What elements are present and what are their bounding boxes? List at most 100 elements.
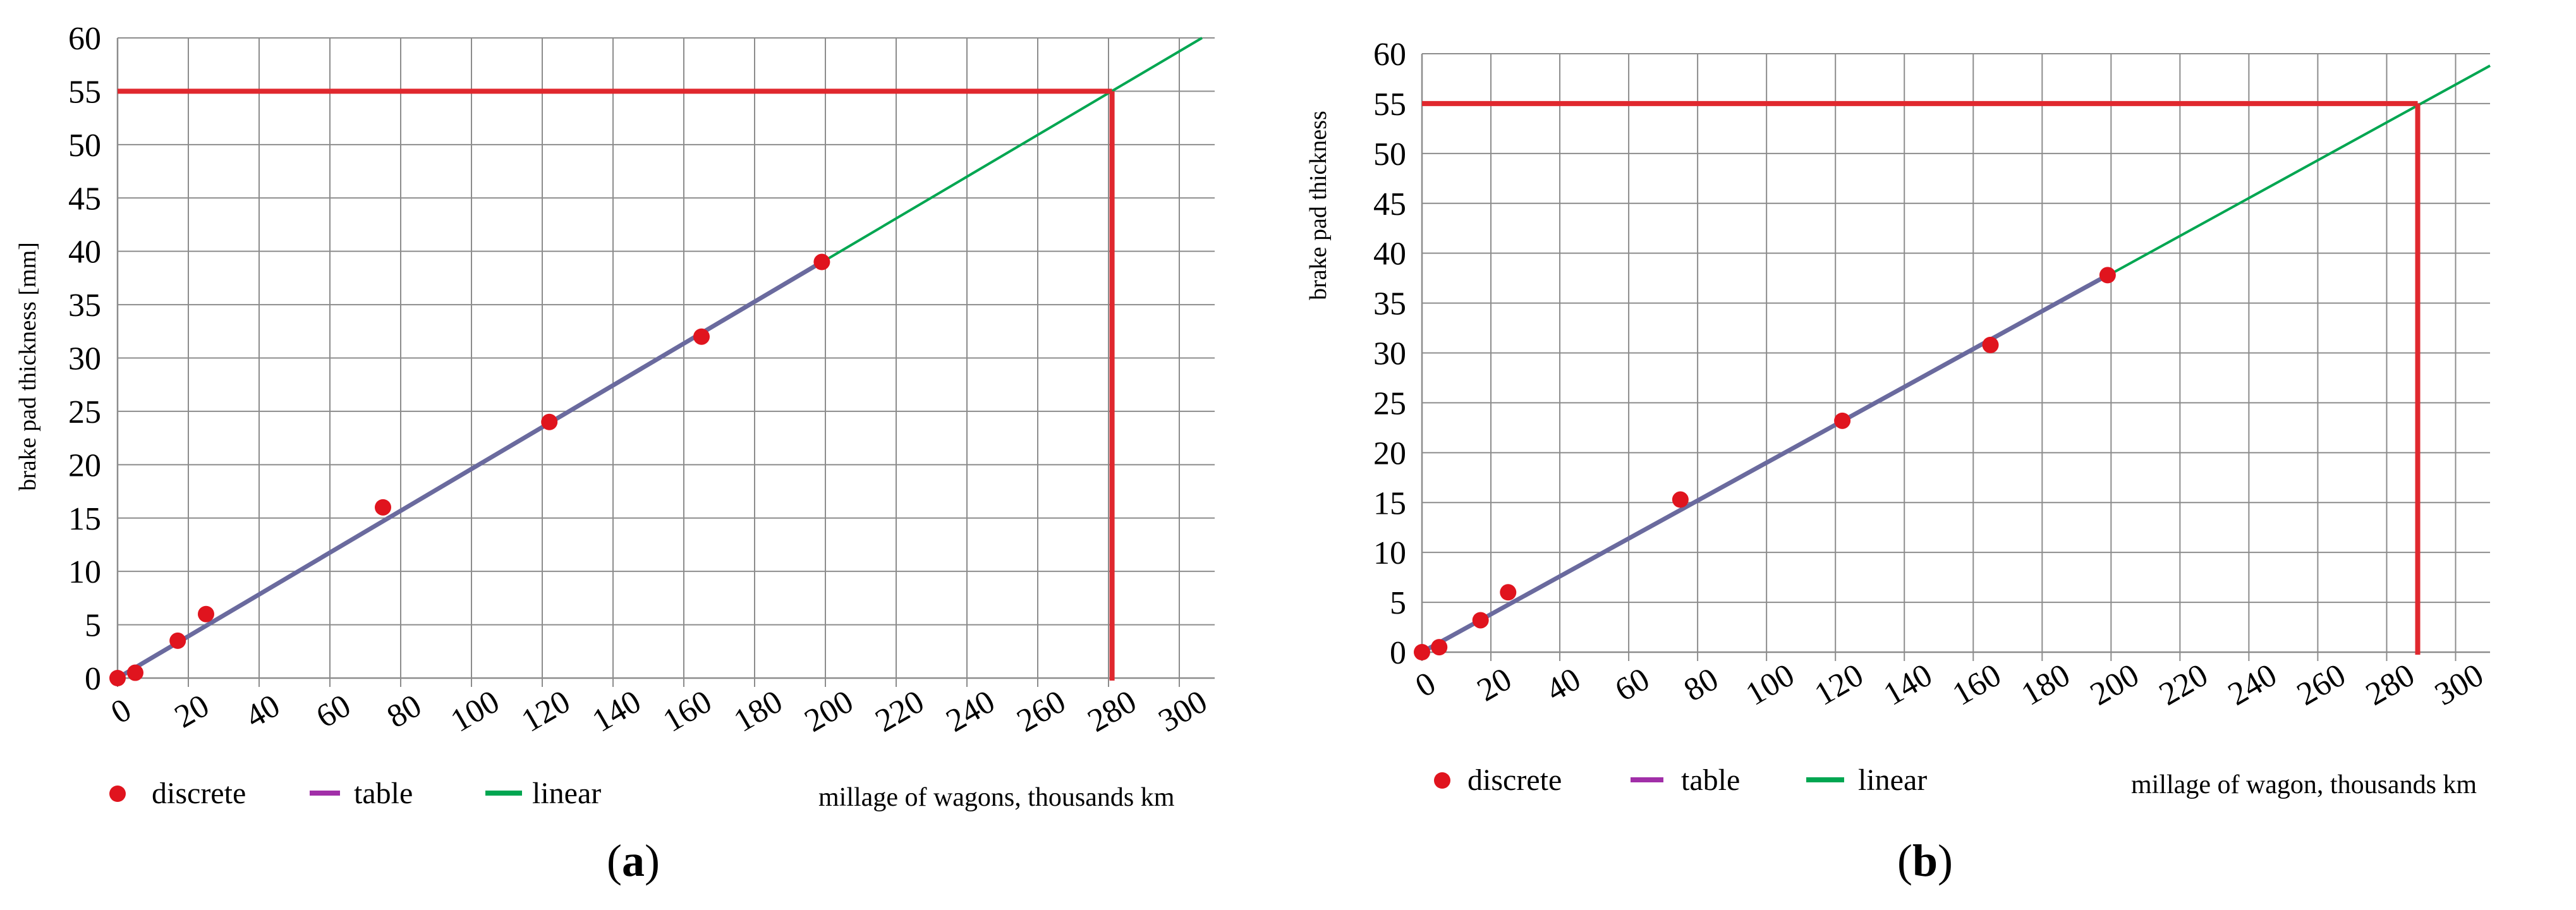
discrete-point	[169, 632, 186, 649]
discrete-point	[109, 670, 126, 686]
y-tick-label: 50	[68, 128, 101, 164]
y-tick-label: 30	[68, 341, 101, 377]
x-tick-label: 160	[657, 684, 718, 739]
discrete-point	[2099, 267, 2116, 284]
x-tick-label: 260	[2291, 657, 2352, 713]
grid-a	[116, 37, 1215, 687]
y-tick-label: 25	[1373, 385, 1406, 422]
x-tick-label: 200	[799, 684, 860, 739]
x-tick-label: 280	[1082, 684, 1143, 739]
legend-discrete-marker-a	[109, 786, 126, 802]
discrete-points-b	[1414, 267, 2116, 660]
discrete-points-a	[109, 253, 830, 686]
y-axis-label-a: brake pad thickness [mm]	[15, 242, 41, 491]
series-lines-a	[116, 37, 1203, 681]
x-tick-label: 240	[940, 684, 1001, 739]
x-tick-labels-b: 0 20 40 60 80 100 120 140 160 180 200 220 240 260 280 3…	[1409, 657, 2489, 713]
x-tick-label: 140	[586, 684, 647, 739]
discrete-point	[1834, 412, 1851, 429]
discrete-point	[375, 499, 391, 516]
legend-discrete-marker-b	[1434, 772, 1450, 789]
x-tick-label: 0	[1409, 665, 1442, 705]
x-tick-label: 80	[1678, 661, 1725, 708]
legend-discrete-label-a: discrete	[152, 777, 246, 810]
discrete-point	[1414, 644, 1430, 660]
discrete-point	[127, 664, 143, 681]
x-tick-labels-a: 0 20 40 60 80 100 120 140 160 180 200 220 240 260 280 3…	[105, 684, 1213, 739]
y-tick-label: 60	[68, 21, 101, 57]
legend-table-label-b: table	[1681, 763, 1740, 797]
x-tick-label: 240	[2222, 657, 2283, 713]
discrete-point	[813, 253, 830, 270]
x-tick-label: 0	[105, 692, 137, 731]
discrete-point	[1982, 336, 1999, 353]
x-tick-label: 300	[1153, 684, 1213, 739]
y-tick-label: 40	[1373, 236, 1406, 272]
x-tick-label: 80	[381, 688, 428, 735]
discrete-point	[1500, 584, 1517, 601]
x-tick-label: 300	[2429, 657, 2489, 713]
discrete-point	[1431, 639, 1448, 656]
y-tick-label: 25	[68, 394, 101, 430]
x-tick-label: 220	[2153, 657, 2214, 713]
y-tick-label: 50	[1373, 136, 1406, 173]
legend-a: discrete table linear	[109, 777, 601, 810]
legend-b: discrete table linear	[1434, 763, 1927, 797]
x-axis-label-a: millage of wagons, thousands km	[818, 783, 1175, 812]
x-tick-label: 260	[1011, 684, 1072, 739]
y-tick-label: 5	[85, 608, 101, 644]
y-tick-label: 60	[1373, 37, 1406, 73]
y-tick-label: 10	[1373, 535, 1406, 571]
y-axis-label-b: brake pad thickness	[1305, 111, 1332, 300]
y-tick-label: 35	[1373, 286, 1406, 322]
x-tick-label: 120	[516, 684, 576, 739]
x-tick-label: 40	[1540, 661, 1587, 708]
x-tick-label: 140	[1878, 657, 1938, 713]
x-tick-label: 120	[1809, 657, 1869, 713]
x-tick-label: 160	[1947, 657, 2007, 713]
x-tick-label: 60	[310, 688, 357, 735]
y-tick-label: 15	[1373, 485, 1406, 521]
discrete-point	[541, 413, 558, 430]
y-tick-label: 20	[1373, 435, 1406, 471]
legend-linear-label-a: linear	[532, 777, 601, 810]
y-tick-label: 45	[68, 181, 101, 217]
y-tick-label: 5	[1390, 585, 1406, 621]
chart-panel-b: 0 5 10 15 20 25 30 35 40 45 50 55 60 0 20 40 60 80 100 120…	[1305, 37, 2491, 886]
discrete-point	[693, 328, 710, 345]
y-tick-label: 45	[1373, 186, 1406, 222]
x-tick-label: 40	[240, 688, 286, 735]
discrete-point	[198, 605, 214, 622]
y-tick-label: 55	[1373, 87, 1406, 123]
y-tick-label: 35	[68, 288, 101, 324]
legend-table-label-a: table	[354, 777, 413, 810]
x-tick-label: 60	[1609, 661, 1656, 708]
x-tick-label: 20	[169, 688, 216, 735]
y-tick-labels-a: 0 5 10 15 20 25 30 35 40 45 50 55 60	[68, 21, 101, 697]
y-tick-label: 30	[1373, 336, 1406, 372]
y-tick-label: 10	[68, 554, 101, 590]
y-tick-label: 55	[68, 74, 101, 110]
x-tick-label: 200	[2084, 657, 2145, 713]
table-series-line	[1421, 273, 2109, 655]
y-tick-label: 40	[68, 234, 101, 270]
table-series-line	[116, 260, 823, 681]
x-tick-label: 220	[870, 684, 930, 739]
x-axis-label-b: millage of wagon, thousands km	[2131, 770, 2477, 799]
x-tick-label: 20	[1471, 661, 1518, 708]
x-tick-label: 280	[2360, 657, 2421, 713]
y-tick-labels-b: 0 5 10 15 20 25 30 35 40 45 50 55 60	[1373, 37, 1406, 671]
panel-label-b: (b)	[1897, 835, 1953, 886]
panel-label-a: (a)	[607, 835, 660, 886]
y-tick-label: 0	[1390, 635, 1406, 671]
legend-discrete-label-b: discrete	[1467, 763, 1562, 797]
discrete-point	[1672, 491, 1689, 508]
y-tick-label: 20	[68, 447, 101, 483]
legend-linear-label-b: linear	[1858, 763, 1927, 797]
y-tick-label: 0	[85, 661, 101, 697]
x-tick-label: 180	[728, 684, 789, 739]
x-tick-label: 100	[445, 684, 506, 739]
x-tick-label: 100	[1740, 657, 1801, 713]
x-tick-label: 180	[2015, 657, 2076, 713]
